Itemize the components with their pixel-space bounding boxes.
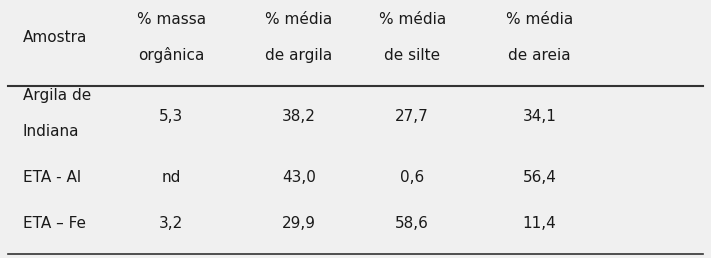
Text: ETA – Fe: ETA – Fe [23, 216, 85, 231]
Text: 27,7: 27,7 [395, 109, 429, 124]
Text: 11,4: 11,4 [523, 216, 557, 231]
Text: % média: % média [378, 12, 446, 27]
Text: 38,2: 38,2 [282, 109, 316, 124]
Text: 58,6: 58,6 [395, 216, 429, 231]
Text: 56,4: 56,4 [523, 170, 557, 185]
Text: Argila de: Argila de [23, 88, 91, 103]
Text: ETA - Al: ETA - Al [23, 170, 81, 185]
Text: Amostra: Amostra [23, 30, 87, 45]
Text: de argila: de argila [265, 48, 333, 63]
Text: % média: % média [265, 12, 333, 27]
Text: Indiana: Indiana [23, 124, 79, 139]
Text: orgânica: orgânica [138, 47, 205, 63]
Text: de silte: de silte [384, 48, 440, 63]
Text: de areia: de areia [508, 48, 571, 63]
Text: 29,9: 29,9 [282, 216, 316, 231]
Text: % média: % média [506, 12, 573, 27]
Text: 5,3: 5,3 [159, 109, 183, 124]
Text: % massa: % massa [137, 12, 206, 27]
Text: 0,6: 0,6 [400, 170, 424, 185]
Text: 34,1: 34,1 [523, 109, 557, 124]
Text: 3,2: 3,2 [159, 216, 183, 231]
Text: nd: nd [161, 170, 181, 185]
Text: 43,0: 43,0 [282, 170, 316, 185]
